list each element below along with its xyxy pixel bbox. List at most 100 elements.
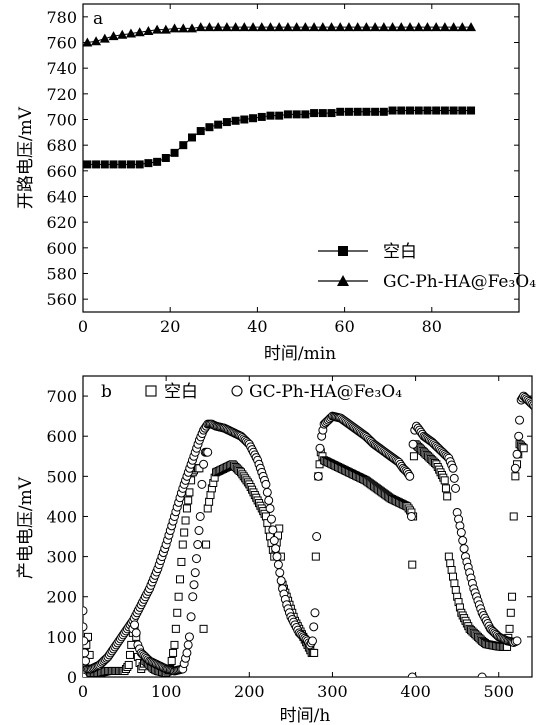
point-composite-b	[272, 552, 282, 562]
point-composite-b	[534, 405, 537, 413]
y-axis-label-a: 开路电压/mV	[16, 106, 36, 209]
point-composite-b	[261, 479, 271, 489]
point-composite-b	[514, 431, 524, 441]
point-composite-a	[335, 22, 346, 32]
point-blank-b	[125, 650, 134, 659]
y-tick-label-a: 580	[46, 265, 77, 284]
point-blank-b	[443, 492, 452, 501]
y-tick-label-a: 660	[46, 162, 77, 181]
point-composite-b	[195, 511, 205, 521]
point-blank-b	[440, 476, 449, 485]
point-blank-a	[327, 109, 336, 118]
point-composite-b	[265, 503, 275, 513]
point-blank-b	[451, 586, 460, 595]
point-blank-b	[199, 624, 208, 633]
point-blank-b	[202, 540, 211, 549]
point-blank-a	[344, 107, 353, 116]
point-blank-a	[188, 133, 196, 142]
point-blank-a	[397, 106, 406, 115]
point-composite-a	[213, 22, 224, 32]
point-composite-b	[310, 608, 320, 618]
point-blank-b	[177, 557, 186, 566]
point-blank-b	[505, 624, 514, 633]
point-composite-b	[275, 568, 285, 578]
point-blank-b	[178, 540, 187, 549]
legend-a: 空白 GC-Ph-HA@Fe₃O₄	[318, 242, 536, 292]
point-composite-b	[510, 463, 520, 473]
point-blank-a	[292, 110, 301, 119]
legend-b: 空白 GC-Ph-HA@Fe₃O₄	[145, 382, 402, 402]
point-composite-b	[406, 511, 416, 521]
point-composite-b	[83, 636, 89, 646]
y-tick-label-a: 700	[46, 111, 77, 130]
x-ticks-b: 0 100 200 300 400 500	[78, 376, 514, 701]
point-blank-b	[310, 648, 319, 657]
x-tick-label-b: 100	[151, 682, 182, 701]
point-composite-a	[282, 22, 293, 32]
point-blank-a	[170, 148, 179, 157]
point-blank-b	[408, 560, 417, 569]
y-tick-label-a: 640	[46, 188, 77, 207]
y-tick-label-b: 700	[46, 387, 77, 406]
point-composite-b	[405, 471, 415, 481]
point-blank-b	[203, 504, 212, 513]
point-composite-a	[91, 36, 102, 46]
point-blank-b	[409, 452, 418, 461]
point-blank-a	[406, 106, 414, 115]
point-blank-a	[118, 160, 127, 169]
point-composite-a	[361, 22, 372, 32]
legend-marker-blank-b	[145, 385, 157, 397]
point-blank-a	[353, 107, 362, 116]
x-tick-label-a: 60	[334, 317, 354, 336]
y-tick-label-a: 740	[46, 59, 77, 78]
x-tick-label-a: 0	[78, 317, 88, 336]
point-blank-a	[126, 160, 135, 169]
point-composite-b	[83, 606, 88, 616]
point-composite-b	[197, 479, 207, 489]
legend-label-composite-b: GC-Ph-HA@Fe₃O₄	[249, 382, 402, 402]
point-composite-b	[264, 495, 274, 505]
point-blank-b	[174, 592, 183, 601]
point-blank-b	[185, 488, 194, 497]
point-composite-b	[451, 483, 461, 493]
legend-marker-composite-b	[231, 385, 243, 397]
point-blank-b	[441, 484, 450, 493]
x-tick-label-a: 40	[247, 317, 267, 336]
point-composite-b	[408, 439, 418, 449]
legend-label-composite: GC-Ph-HA@Fe₃O₄	[383, 272, 536, 292]
point-blank-a	[423, 106, 432, 115]
point-blank-b	[506, 608, 515, 617]
point-blank-a	[222, 118, 231, 127]
point-composite-a	[143, 25, 154, 35]
point-blank-a	[231, 116, 240, 125]
point-composite-b	[269, 536, 279, 546]
point-composite-a	[125, 28, 136, 38]
point-composite-b	[203, 447, 213, 457]
point-composite-a	[221, 22, 232, 32]
y-ticks-b: 0 100 200 300 400 500 600 700	[46, 387, 532, 687]
y-tick-label-a: 680	[46, 136, 77, 155]
point-composite-a	[152, 24, 163, 34]
point-composite-b	[188, 592, 198, 602]
point-composite-b	[193, 540, 203, 550]
point-blank-a	[379, 107, 388, 116]
point-blank-b	[170, 640, 179, 649]
point-blank-a	[440, 106, 449, 115]
point-blank-b	[450, 579, 459, 588]
point-composite-a	[439, 22, 450, 32]
y-tick-label-a: 720	[46, 85, 77, 104]
point-composite-b	[276, 576, 286, 586]
panel-label-b: b	[101, 382, 112, 402]
y-tick-label-b: 100	[46, 628, 77, 647]
point-composite-b	[459, 544, 469, 554]
point-composite-a	[160, 24, 171, 34]
point-composite-a	[239, 22, 250, 32]
point-composite-a	[413, 22, 424, 32]
point-composite-a	[343, 22, 354, 32]
point-composite-b	[271, 544, 281, 554]
point-composite-a	[230, 22, 241, 32]
point-blank-b	[446, 559, 455, 568]
point-composite-a	[248, 22, 259, 32]
point-composite-b	[83, 672, 88, 677]
point-blank-b	[182, 504, 191, 513]
